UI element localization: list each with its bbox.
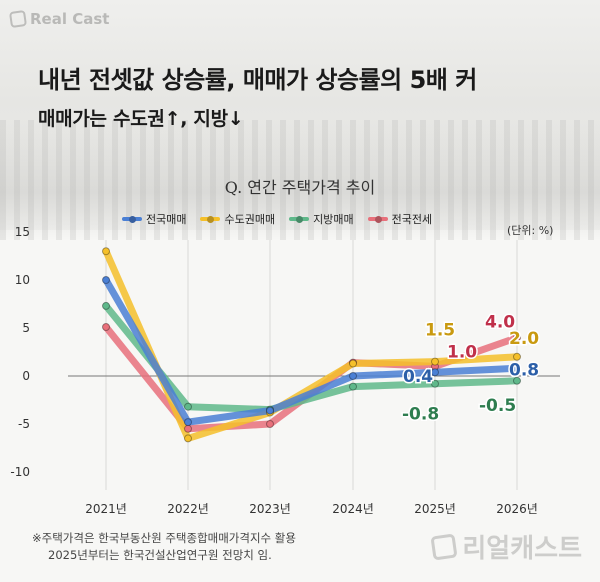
y-tick-label: -5 [18, 417, 30, 431]
data-point [102, 323, 110, 331]
data-label: -0.5 [479, 396, 516, 416]
page-title: 내년 전셋값 상승률, 매매가 상승률의 5배 커 [38, 66, 477, 94]
data-label: 0.8 [509, 360, 539, 380]
data-point [184, 434, 192, 443]
series-line-0 [102, 276, 521, 426]
legend-swatch [200, 217, 221, 221]
page-subtitle: 매매가는 수도권↑, 지방↓ [38, 108, 244, 130]
brand-logo: Real Cast [8, 9, 110, 29]
legend-item-national-jeonse: 전국전세 [367, 211, 433, 227]
series-line-1 [102, 247, 521, 442]
y-tick-label: 10 [15, 273, 30, 287]
data-point [513, 376, 521, 385]
data-point [349, 382, 357, 391]
x-tick-label: 2021년 [85, 502, 127, 516]
data-point [266, 420, 274, 428]
chart-title: Q. 연간 주택가격 추이 [224, 178, 376, 197]
footnote-line-2: 2025년부터는 한국건설산업연구원 전망치 임. [48, 548, 272, 562]
watermark-icon [430, 532, 458, 561]
data-point [184, 418, 192, 427]
x-tick-label: 2025년 [414, 502, 456, 516]
data-label: 1.5 [425, 321, 455, 341]
y-tick-label: 0 [22, 369, 30, 383]
data-point [102, 247, 110, 256]
watermark-text: 리얼캐스트 [462, 534, 582, 564]
legend-label: 전국전세 [391, 213, 433, 226]
data-point [349, 359, 357, 368]
data-label: 2.0 [509, 329, 539, 349]
data-point [513, 352, 521, 361]
data-point [431, 368, 439, 377]
data-label: 0.4 [403, 367, 433, 387]
data-point [513, 364, 521, 373]
watermark: 리얼캐스트 [430, 528, 582, 565]
y-tick-label: -10 [10, 465, 30, 479]
chart-legend: 전국매매 수도권매매 지방매매 전국전세 [122, 211, 432, 227]
x-tick-label: 2024년 [332, 502, 374, 516]
legend-item-capital-sale: 수도권매매 [200, 211, 275, 227]
data-point [266, 406, 274, 415]
data-point [102, 301, 110, 310]
legend-label: 전국매매 [146, 213, 187, 226]
unit-label: (단위: %) [507, 224, 554, 237]
legend-swatch [367, 217, 388, 221]
data-point [349, 372, 357, 380]
legend-label: 지방매매 [313, 213, 354, 226]
legend-swatch [122, 217, 142, 221]
legend-label: 수도권매매 [224, 213, 276, 226]
data-label: 4.0 [485, 313, 515, 333]
y-tick-label: 5 [22, 321, 30, 335]
logo-text: Real Cast [30, 10, 110, 28]
legend-swatch [289, 217, 310, 221]
legend-item-regional-sale: 지방매매 [289, 211, 354, 227]
series-line-2 [102, 302, 521, 414]
footnote-line-1: ※주택가격은 한국부동산원 주택종합매매가격지수 활용 [32, 531, 296, 545]
data-point [513, 333, 521, 342]
data-point [102, 276, 110, 284]
data-point [431, 379, 439, 388]
data-point [184, 424, 192, 433]
y-tick-label: 15 [15, 225, 30, 239]
x-tick-label: 2026년 [496, 502, 538, 516]
footnote: ※주택가격은 한국부동산원 주택종합매매가격지수 활용 2025년부터는 한국건… [32, 530, 296, 564]
data-point [431, 357, 439, 366]
data-label: -0.8 [402, 405, 439, 425]
legend-item-national-sale: 전국매매 [122, 211, 186, 227]
data-label: 1.0 [447, 342, 477, 362]
data-point [184, 402, 192, 411]
x-tick-label: 2023년 [249, 502, 291, 516]
x-tick-label: 2022년 [167, 502, 209, 516]
